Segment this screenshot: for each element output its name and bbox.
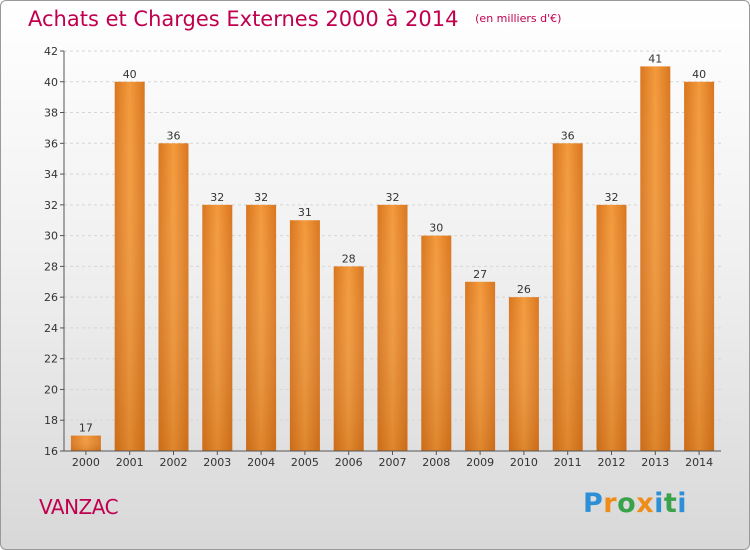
bar-shade [289,220,320,451]
data-label: 32 [386,191,400,204]
data-label: 28 [342,252,356,265]
bars: 17 40 36 32 32 31 28 32 30 27 26 36 32 41 40 [70,52,715,452]
x-tick-label: 2005 [291,456,319,469]
logo-letter: x [636,488,655,519]
bar-shade [465,281,496,451]
y-tick-label: 38 [44,107,58,120]
y-tick-label: 28 [44,260,58,273]
bar-shade [246,204,277,451]
bar-shade [596,204,627,451]
proxiti-logo: Proxiti [583,488,687,519]
data-label: 31 [298,206,312,219]
logo-letter: i [677,488,688,519]
logo-letter: P [583,488,604,519]
x-tick-label: 2011 [554,456,582,469]
x-tick-label: 2003 [203,456,231,469]
x-tick-label: 2000 [72,456,100,469]
bar-shade [640,66,671,451]
bar-shade [377,204,408,451]
logo-letter: o [617,488,637,519]
x-tick-label: 2012 [598,456,626,469]
data-label: 17 [79,422,93,435]
y-tick-label: 30 [44,230,58,243]
bar-shade [684,81,715,452]
y-tick-label: 16 [44,445,58,458]
y-tick-label: 24 [44,322,58,335]
logo-letter: i [654,488,664,519]
y-tick-label: 26 [44,291,58,304]
data-label: 26 [517,283,531,296]
y-tick-label: 42 [44,45,58,58]
axes: 16 18 20 22 24 26 28 30 32 34 36 38 40 42 2000 2001 2002… [44,45,721,469]
bar-shade [508,297,539,451]
data-label: 30 [429,222,443,235]
bar-shade [333,266,364,451]
y-tick-label: 36 [44,137,58,150]
logo-letter: r [603,488,618,519]
bar-shade [114,81,145,452]
data-label: 40 [692,68,706,81]
y-tick-label: 22 [44,353,58,366]
bar-shade [70,435,101,451]
x-tick-label: 2001 [116,456,144,469]
data-label: 41 [648,52,662,65]
y-tick-label: 20 [44,383,58,396]
x-tick-label: 2002 [160,456,188,469]
data-label: 40 [123,68,137,81]
bar-shade [552,143,583,452]
bar-shade [158,143,189,452]
x-tick-label: 2010 [510,456,538,469]
y-tick-label: 34 [44,168,58,181]
data-label: 32 [605,191,619,204]
y-tick-label: 18 [44,414,58,427]
y-tick-label: 40 [44,76,58,89]
data-label: 32 [210,191,224,204]
bar-shade [421,235,452,451]
y-tick-label: 32 [44,199,58,212]
x-tick-label: 2007 [379,456,407,469]
chart-subtitle: (en milliers d'€) [475,12,562,25]
data-label: 36 [167,129,181,142]
x-tick-label: 2014 [685,456,713,469]
x-tick-label: 2009 [466,456,494,469]
location-label: VANZAC [39,495,119,519]
data-label: 32 [254,191,268,204]
x-tick-label: 2008 [422,456,450,469]
data-label: 27 [473,268,487,281]
bar-shade [202,204,233,451]
logo-letter: t [663,488,678,519]
chart-title: Achats et Charges Externes 2000 à 2014 (… [28,7,561,31]
x-tick-label: 2013 [641,456,669,469]
chart-title-text: Achats et Charges Externes 2000 à 2014 [28,7,459,31]
x-tick-label: 2004 [247,456,275,469]
data-label: 36 [561,129,575,142]
x-tick-label: 2006 [335,456,363,469]
